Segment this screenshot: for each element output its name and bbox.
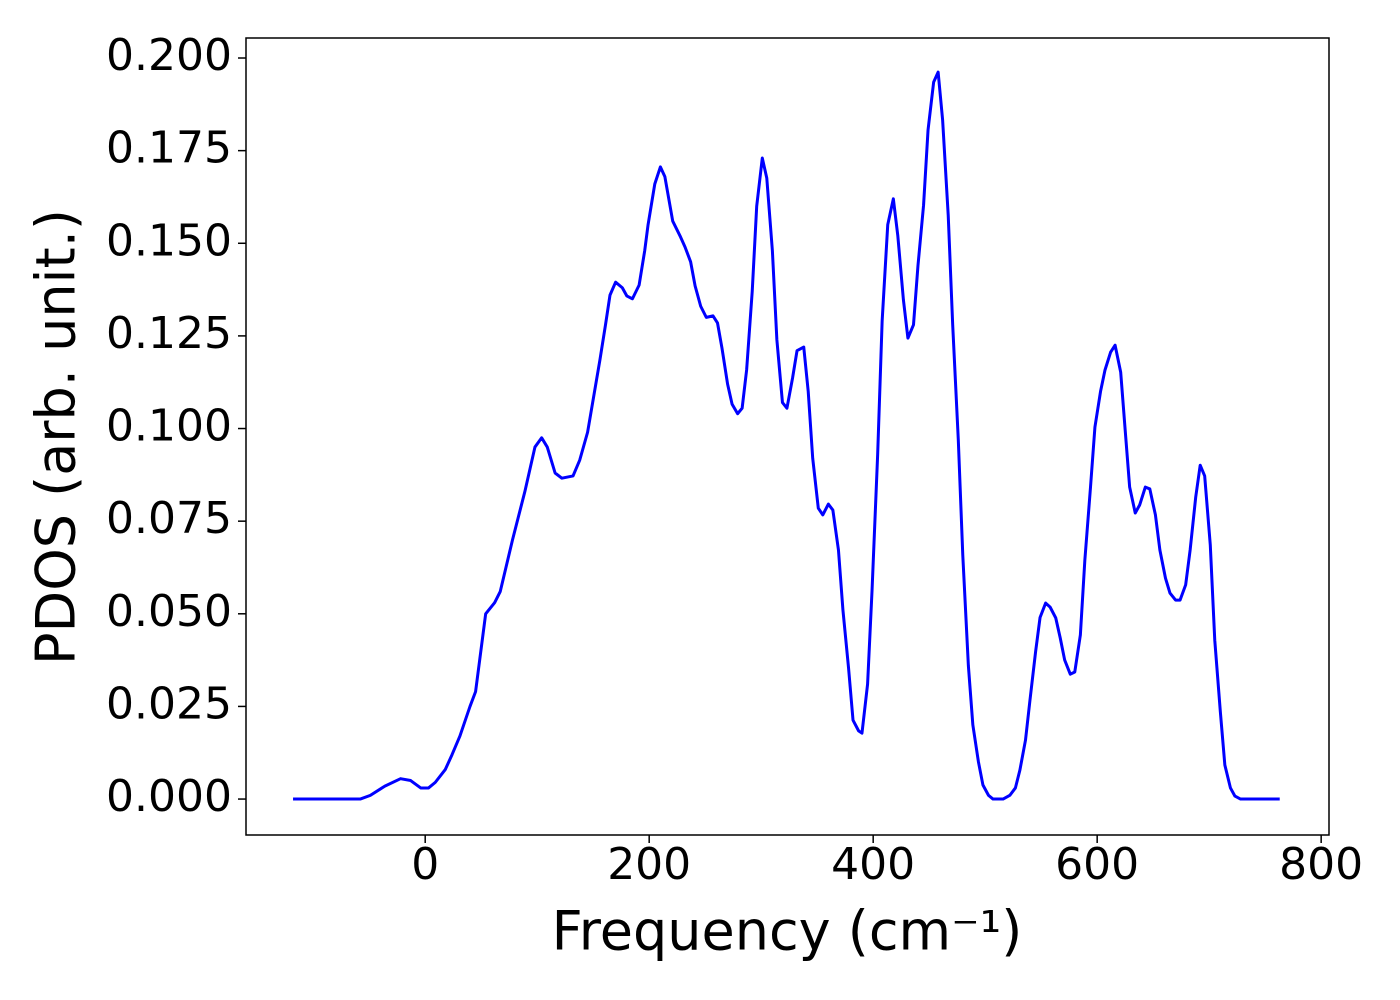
y-tick-label: 0.075 <box>106 493 232 544</box>
y-tick-label: 0.025 <box>106 678 232 729</box>
y-tick-label: 0.200 <box>106 30 232 81</box>
y-tick-label: 0.000 <box>106 771 232 822</box>
plot-frame <box>245 37 1330 836</box>
x-tick-label: 200 <box>607 839 691 890</box>
pdos-line <box>293 70 1280 801</box>
x-tick-label: 400 <box>831 839 915 890</box>
y-tick-label: 0.050 <box>106 586 232 637</box>
x-tick-label: 800 <box>1279 839 1363 890</box>
y-tick-label: 0.100 <box>106 401 232 452</box>
y-axis-label: PDOS (arb. unit.) <box>25 209 88 665</box>
x-tick-label: 0 <box>411 839 439 890</box>
x-axis-label: Frequency (cm⁻¹) <box>552 900 1023 963</box>
y-tick-label: 0.175 <box>106 123 232 174</box>
x-tick-label: 600 <box>1055 839 1139 890</box>
y-tick-label: 0.150 <box>106 215 232 266</box>
y-tick-label: 0.125 <box>106 308 232 359</box>
